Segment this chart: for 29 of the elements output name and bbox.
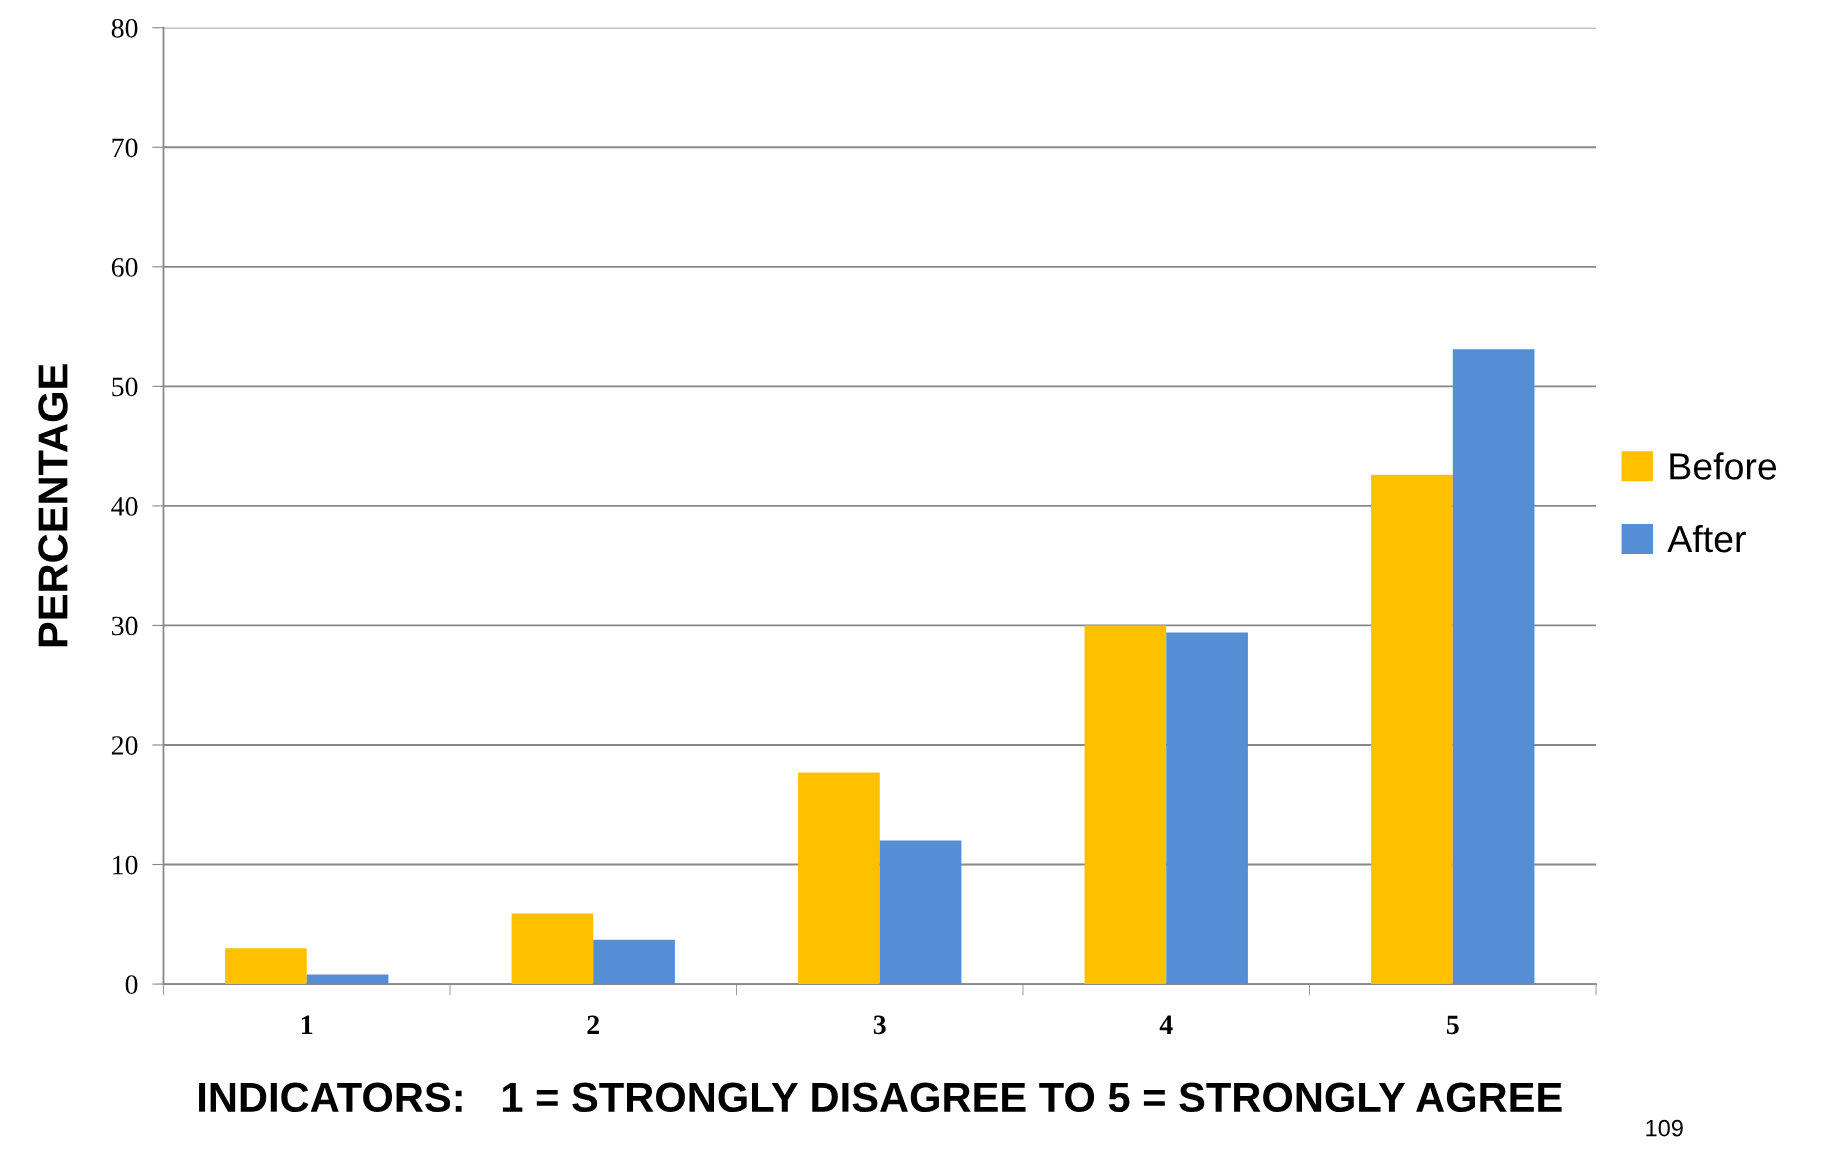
y-tick-label: 0: [125, 975, 138, 994]
bar: [225, 948, 307, 985]
y-tick-label: 20: [111, 736, 138, 755]
x-tick-label: 3: [873, 1015, 886, 1035]
x-tick-label: 1: [302, 1015, 313, 1034]
x-axis-title: INDICATORS: 1 = STRONGLY DISAGREE TO 5 = STRONGLY AGREE: [199, 1082, 1562, 1113]
y-tick-label: 50: [112, 377, 138, 397]
y-tick-label: 80: [111, 18, 138, 38]
bar: [1084, 625, 1167, 985]
x-tick-label: 5: [1446, 1015, 1459, 1035]
bar: [1371, 474, 1453, 985]
y-tick-label: 40: [111, 497, 138, 516]
bar: [511, 913, 594, 985]
x-tick-label: 2: [587, 1015, 599, 1034]
y-axis-title: PERCENTAGE: [38, 364, 68, 647]
y-tick-label: 30: [112, 616, 138, 636]
bar: [879, 840, 962, 985]
text: 109: [1646, 1119, 1683, 1137]
y-tick-label: 10: [113, 855, 138, 875]
bar: [306, 974, 389, 985]
bar: [1452, 349, 1535, 985]
bar: [1166, 632, 1248, 985]
y-tick-label: 60: [111, 257, 138, 277]
x-tick-label: 4: [1159, 1015, 1173, 1034]
legend-label: After: [1667, 524, 1746, 553]
bar: [798, 772, 880, 985]
y-tick-label: 70: [112, 138, 138, 158]
bar: [593, 939, 675, 985]
legend-label: Before: [1670, 452, 1777, 480]
